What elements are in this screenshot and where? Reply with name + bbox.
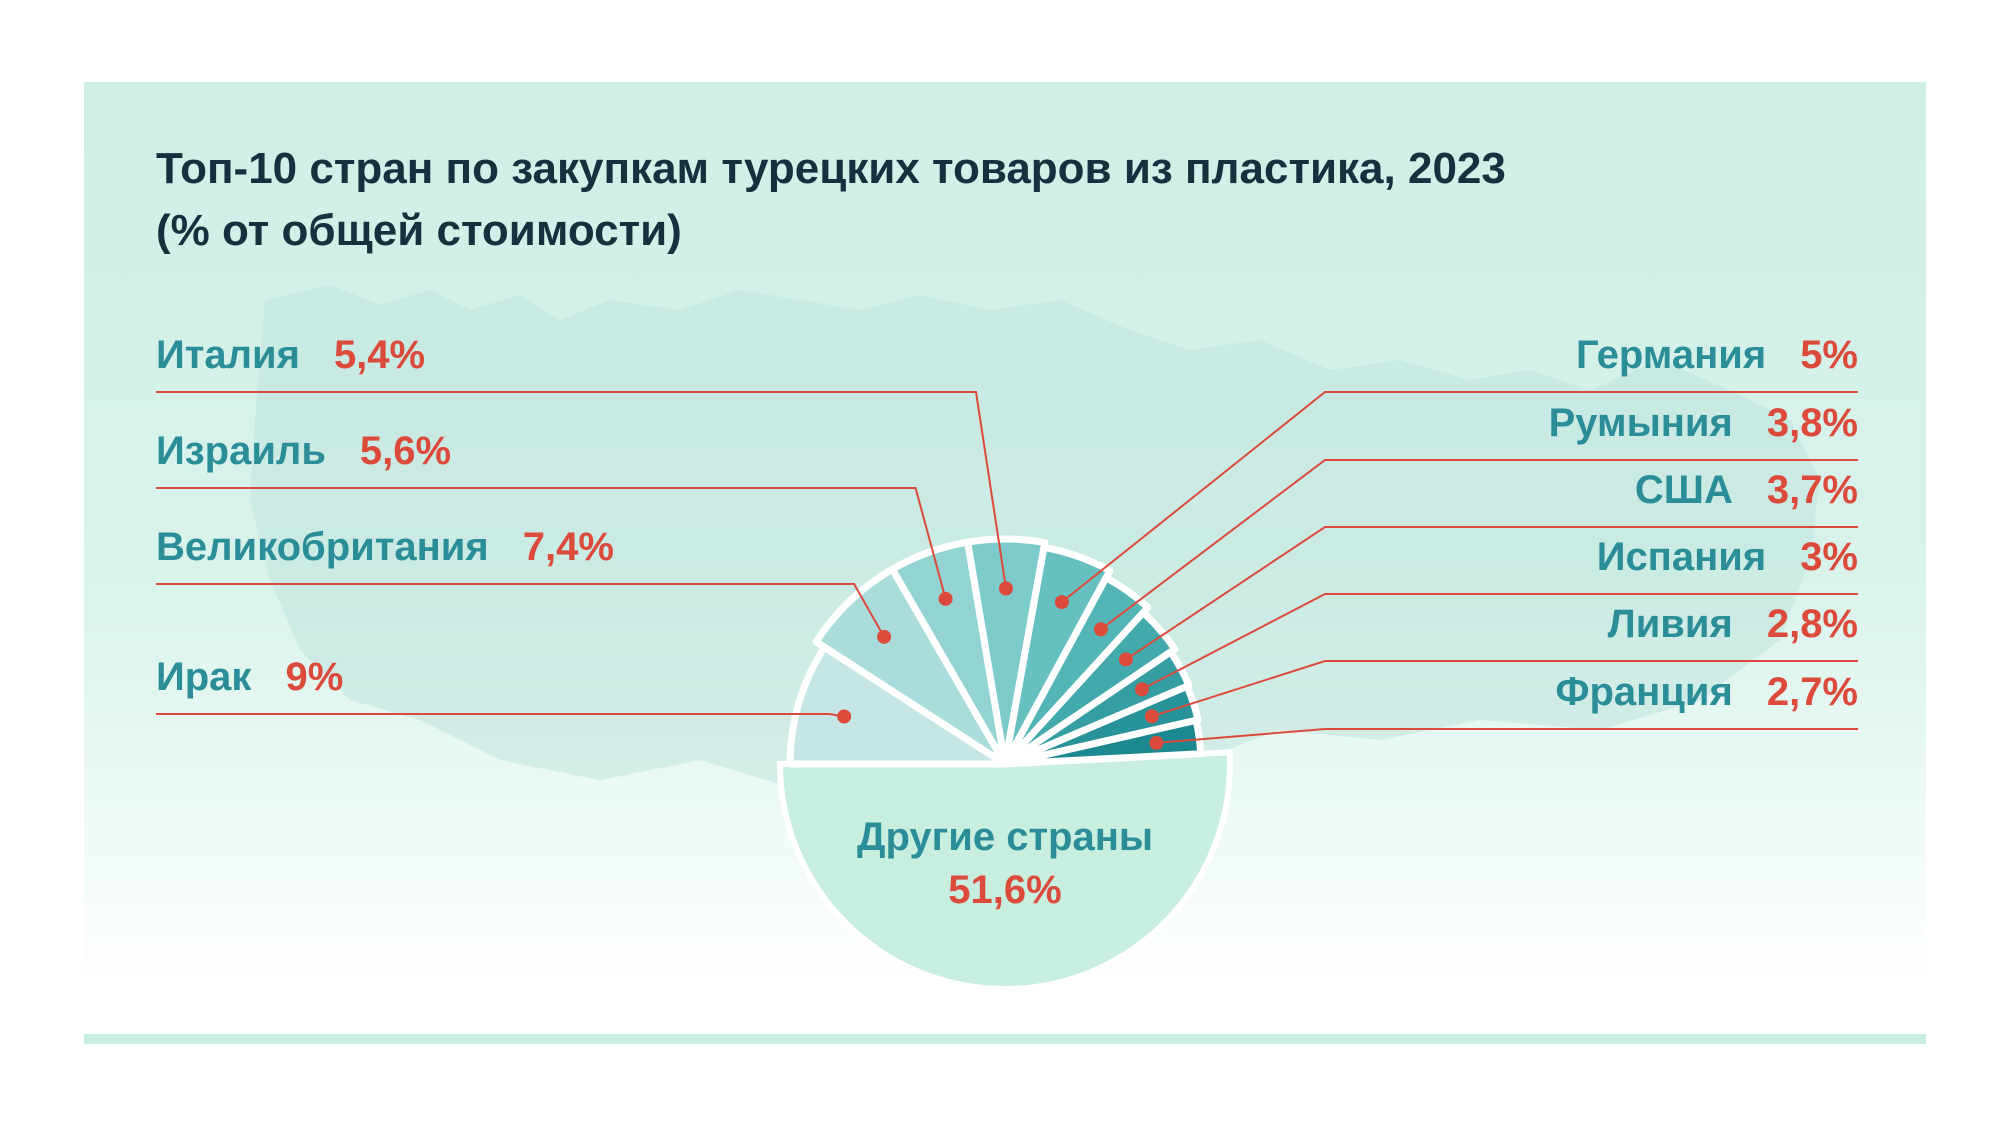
slice-label-value-10: 2,7% xyxy=(1767,670,1858,714)
slice-dot-3 xyxy=(938,591,953,606)
slice-label-name-10: Франция xyxy=(1555,670,1733,714)
bottom-divider xyxy=(84,1034,1926,1044)
slice-label-name-4: Италия xyxy=(156,333,300,377)
slice-label-name-7: США xyxy=(1635,468,1733,512)
slice-dot-6 xyxy=(1093,622,1108,637)
leader-line-9 xyxy=(1151,660,1858,718)
chart-title: Топ-10 стран по закупкам турецких товаро… xyxy=(156,138,1756,262)
leader-line-4 xyxy=(156,391,1007,589)
slice-dot-5 xyxy=(1054,595,1069,610)
slice-dot-8 xyxy=(1134,682,1149,697)
center-label-value: 51,6% xyxy=(948,868,1061,912)
slice-dot-1 xyxy=(837,709,852,724)
pie-slice-10 xyxy=(1001,716,1205,768)
slice-label-value-1: 9% xyxy=(285,655,343,699)
center-label-name: Другие страны xyxy=(857,815,1153,859)
pie-slice-1 xyxy=(786,643,1009,768)
leader-line-5 xyxy=(1061,391,1858,603)
slice-label-name-2: Великобритания xyxy=(156,525,489,569)
pie-slices xyxy=(776,535,1233,992)
slice-dot-9 xyxy=(1144,709,1159,724)
slice-label-value-7: 3,7% xyxy=(1767,468,1858,512)
pie-slice-other xyxy=(776,749,1233,992)
pie-slice-4 xyxy=(964,535,1049,768)
chart-title-line-1: Топ-10 стран по закупкам турецких товаро… xyxy=(156,144,1506,193)
pie-slice-6 xyxy=(1001,574,1152,768)
leader-line-3 xyxy=(156,487,947,600)
chart-title-line-2: (% от общей стоимости) xyxy=(156,206,682,255)
slice-dot-7 xyxy=(1118,652,1133,667)
leader-line-2 xyxy=(156,583,885,638)
slice-label-value-9: 2,8% xyxy=(1767,602,1858,646)
slice-label-name-1: Ирак xyxy=(156,655,252,699)
leader-line-7 xyxy=(1125,526,1858,661)
slice-label-name-6: Румыния xyxy=(1549,401,1733,445)
center-label: Другие страны 51,6% xyxy=(857,815,1153,912)
slice-label-name-9: Ливия xyxy=(1608,602,1733,646)
pie-slice-7 xyxy=(1001,609,1179,768)
slice-label-name-5: Германия xyxy=(1576,333,1766,377)
slice-dot-4 xyxy=(999,581,1014,596)
leader-line-10 xyxy=(1156,728,1858,744)
slice-dot-10 xyxy=(1149,735,1164,750)
leader-line-8 xyxy=(1141,593,1858,691)
slice-dot-2 xyxy=(877,629,892,644)
slice-label-value-4: 5,4% xyxy=(334,333,425,377)
slice-label-value-8: 3% xyxy=(1800,535,1858,579)
slice-labels: Италия 5,4% Израиль 5,6% Великобритания 7,4% И… xyxy=(156,333,1858,750)
slice-label-name-3: Израиль xyxy=(156,429,326,473)
slice-label-value-3: 5,6% xyxy=(360,429,451,473)
slice-label-value-2: 7,4% xyxy=(523,525,614,569)
leader-line-6 xyxy=(1100,459,1858,631)
slice-label-value-5: 5% xyxy=(1800,333,1858,377)
slice-label-name-8: Испания xyxy=(1597,535,1767,579)
slice-label-value-6: 3,8% xyxy=(1767,401,1858,445)
